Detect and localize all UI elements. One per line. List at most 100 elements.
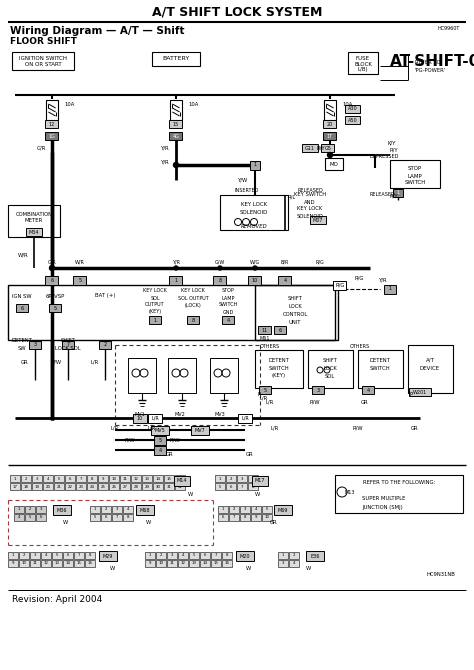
Text: DETENT: DETENT [11,338,32,342]
Bar [164,483,174,490]
Bar [16,304,28,312]
Bar [248,475,258,482]
Bar [29,341,41,349]
Text: 1: 1 [14,476,16,480]
Text: 28: 28 [134,484,138,488]
Bar [63,560,73,567]
Text: LAMP: LAMP [408,174,422,178]
Text: 1: 1 [282,553,284,557]
Bar [308,350,353,388]
Bar [32,475,42,482]
Bar [262,514,272,521]
Text: 2: 2 [293,553,295,557]
Text: 6: 6 [50,277,54,283]
Text: R/Y: R/Y [390,147,399,153]
Text: FUSE: FUSE [356,56,370,60]
Text: 8: 8 [91,476,93,480]
Bar [200,560,210,567]
Text: A/T: A/T [426,358,435,362]
Text: SUPER MULTIPLE: SUPER MULTIPLE [362,496,405,502]
Bar [52,552,62,559]
Bar [26,228,42,236]
Bar [174,476,190,486]
Text: MV1: MV1 [135,413,146,417]
Text: INSERTED: INSERTED [235,188,259,192]
Text: 4: 4 [283,277,287,283]
Bar [123,506,133,513]
Text: L/R: L/R [148,425,156,431]
Text: 1: 1 [94,507,96,511]
Bar [252,476,268,486]
Bar [323,132,337,140]
Bar [238,413,252,423]
Text: W201: W201 [413,389,427,395]
Bar [54,483,64,490]
Bar [112,506,122,513]
Text: 6: 6 [20,306,24,310]
Text: KEY LOCK: KEY LOCK [181,289,205,293]
Bar [85,552,95,559]
Text: 17: 17 [12,484,18,488]
Text: 4: 4 [47,476,49,480]
Bar [145,552,155,559]
Text: (KEY): (KEY) [272,373,286,379]
Text: M68: M68 [140,507,150,513]
Text: 4: 4 [293,561,295,565]
Text: 2: 2 [105,507,107,511]
Text: L/R: L/R [241,415,249,421]
Text: 10: 10 [264,515,270,519]
Text: 11: 11 [262,328,268,332]
Text: 3: 3 [244,507,246,511]
Bar [362,386,374,394]
Text: SWITCH: SWITCH [370,366,390,371]
Text: 4: 4 [182,553,184,557]
Text: Revision: April 2004: Revision: April 2004 [12,596,102,604]
Text: W: W [109,565,115,570]
Bar [167,552,177,559]
Text: 21: 21 [56,484,62,488]
Text: 14: 14 [65,561,71,565]
Bar [53,505,71,515]
Bar [248,483,258,490]
Text: ON OR START: ON OR START [25,62,61,68]
Bar [408,345,453,393]
Text: 13: 13 [55,561,60,565]
Text: Y/R: Y/R [161,145,170,151]
Bar [101,506,111,513]
Text: M20: M20 [240,553,250,559]
Bar [259,386,271,394]
Text: (KEY): (KEY) [148,310,162,314]
Bar [99,551,117,561]
Bar [8,205,60,237]
Text: METER: METER [25,218,43,224]
Text: 1: 1 [396,190,400,196]
Bar [8,285,338,340]
Bar [54,475,64,482]
Text: 5: 5 [264,387,266,393]
Text: HC9N31NB: HC9N31NB [426,572,455,578]
Text: 1: 1 [12,553,14,557]
Text: B/R: B/R [281,259,289,265]
Bar [215,475,225,482]
Text: 13: 13 [191,561,197,565]
Bar [112,514,122,521]
Text: 1G: 1G [48,133,55,139]
Bar [52,560,62,567]
Bar [76,475,86,482]
Text: SWITCH: SWITCH [404,180,426,186]
Text: KEY LOCK: KEY LOCK [297,206,323,212]
Bar [30,552,40,559]
Bar [153,483,163,490]
Bar [151,425,169,435]
Text: 3: 3 [317,387,319,393]
Circle shape [218,266,222,270]
Text: 4: 4 [45,553,47,557]
Bar [32,483,42,490]
Bar [8,560,18,567]
Bar [278,560,288,567]
Text: L/R: L/R [266,399,274,405]
Bar [274,505,292,515]
Bar [109,475,119,482]
Text: 6: 6 [40,515,42,519]
Text: KEY SWITCH: KEY SWITCH [294,192,326,198]
